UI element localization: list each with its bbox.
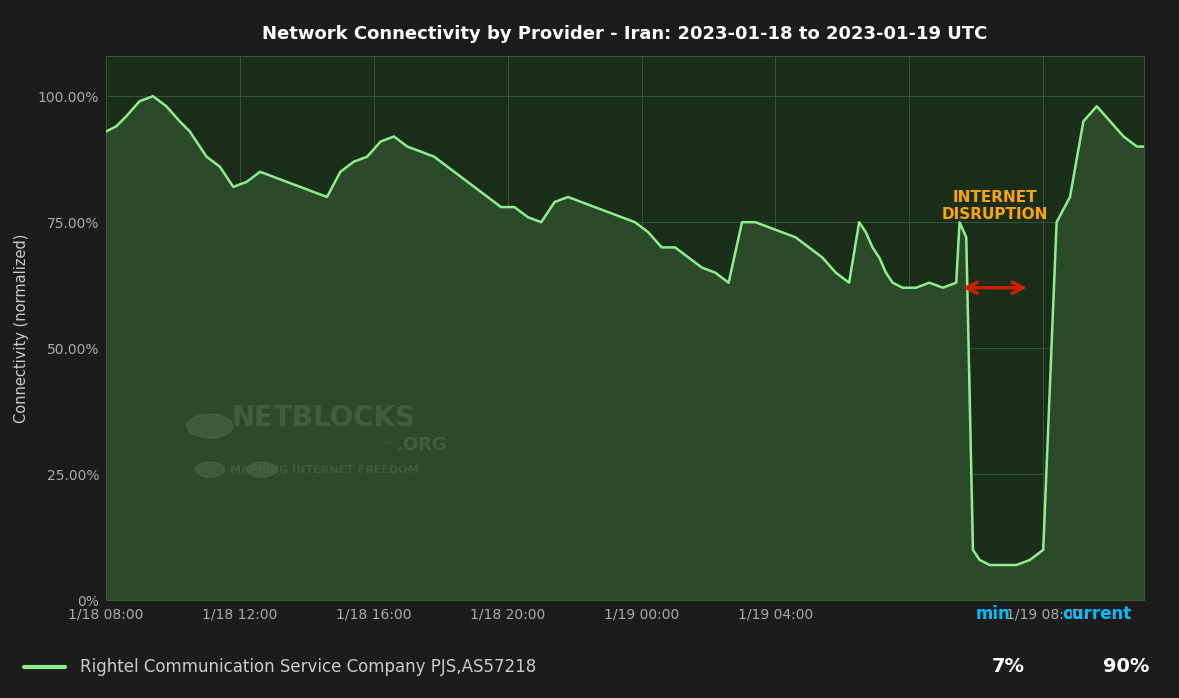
Y-axis label: Connectivity (normalized): Connectivity (normalized) <box>14 233 29 423</box>
Text: NETBLOCKS: NETBLOCKS <box>232 404 416 432</box>
Title: Network Connectivity by Provider - Iran: 2023-01-18 to 2023-01-19 UTC: Network Connectivity by Provider - Iran:… <box>262 25 988 43</box>
Text: INTERNET
DISRUPTION: INTERNET DISRUPTION <box>942 190 1048 222</box>
Circle shape <box>196 462 224 477</box>
Text: ™: ™ <box>381 443 393 452</box>
Text: min: min <box>976 605 1010 623</box>
Text: Rightel Communication Service Company PJS,AS57218: Rightel Communication Service Company PJ… <box>80 658 536 676</box>
Circle shape <box>248 462 276 477</box>
Text: 7%: 7% <box>992 657 1025 676</box>
Text: current: current <box>1062 605 1132 623</box>
Text: .ORG: .ORG <box>396 436 447 454</box>
Text: 90%: 90% <box>1102 657 1150 676</box>
Text: MAPPING INTERNET FREEDOM: MAPPING INTERNET FREEDOM <box>230 465 419 475</box>
Circle shape <box>187 414 232 438</box>
